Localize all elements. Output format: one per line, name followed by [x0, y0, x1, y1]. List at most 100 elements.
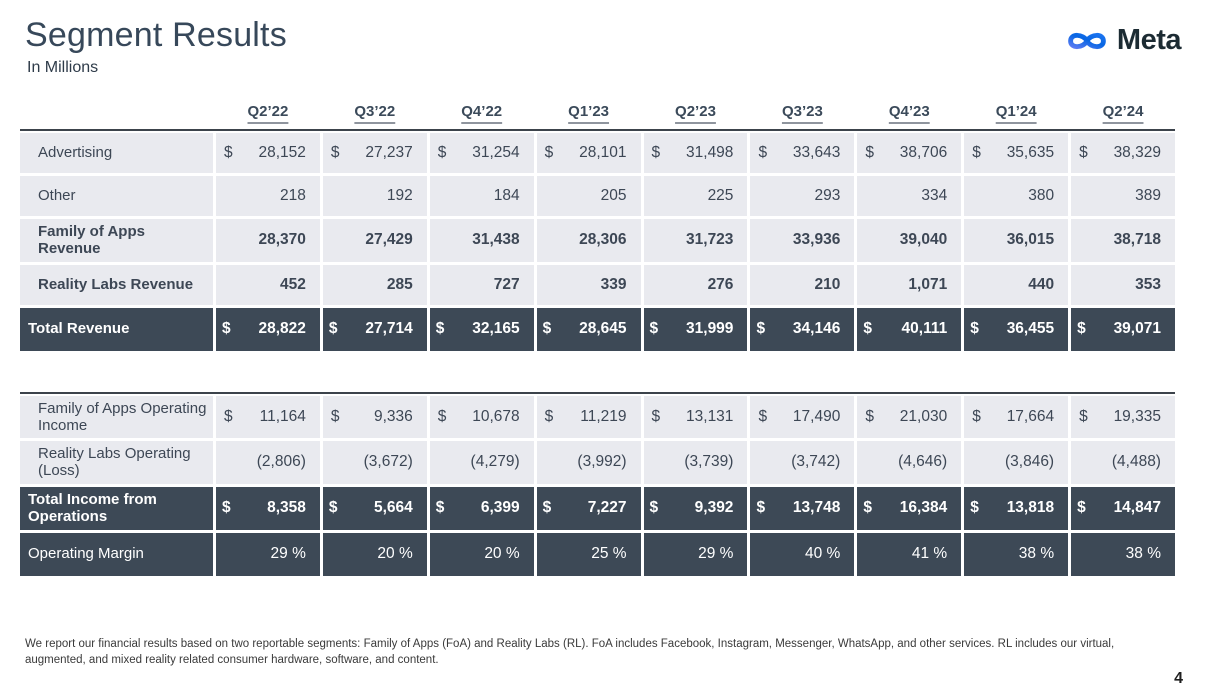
row-label: Total Revenue [20, 307, 213, 351]
dollar-sign: $ [865, 144, 874, 162]
quarter-header: Q2’22 [247, 103, 289, 121]
page-number: 4 [1174, 670, 1183, 687]
cell-value: 25 % [591, 545, 627, 563]
table-cell: 339 [536, 264, 641, 305]
dollar-sign: $ [863, 499, 872, 517]
table-cell: 205 [536, 176, 641, 217]
dollar-sign: $ [222, 499, 231, 517]
row-label: Operating Margin [20, 532, 213, 576]
cell-value: 27,429 [365, 231, 413, 249]
cell-value: 218 [280, 187, 306, 205]
table-cell: $10,678 [429, 395, 534, 439]
table-cell: 31,723 [643, 219, 748, 262]
cell-value: 17,664 [1006, 407, 1055, 425]
table-cell: $36,455 [964, 307, 1069, 351]
table-cell: $14,847 [1071, 486, 1175, 530]
quarter-header: Q1’24 [995, 103, 1037, 121]
row-label: Advertising [20, 133, 213, 174]
cell-value: 27,237 [365, 144, 413, 162]
cell-value: 34,146 [792, 320, 841, 338]
table-cell: $32,165 [429, 307, 534, 351]
dollar-sign: $ [1077, 499, 1086, 517]
dollar-sign: $ [330, 407, 340, 425]
table-cell: 380 [964, 176, 1069, 217]
dollar-sign: $ [758, 407, 768, 425]
table-cell: $7,227 [536, 486, 641, 530]
cell-value: 276 [707, 275, 734, 293]
cell-value: (4,646) [898, 453, 948, 471]
table-cell: $5,664 [322, 486, 427, 530]
table-cell: (3,739) [643, 441, 748, 484]
dollar-sign: $ [224, 407, 233, 425]
dollar-sign: $ [651, 144, 661, 162]
dollar-sign: $ [1077, 320, 1086, 338]
row-label: Family of Apps Operating Income [20, 395, 213, 439]
table-cell: $11,219 [536, 395, 641, 439]
table-cell: $17,490 [750, 395, 855, 439]
cell-value: 27,714 [365, 320, 413, 338]
table-row: Other 218 192 184 205 225 293 334 380 389 [20, 176, 1175, 217]
cell-value: 1,071 [908, 275, 948, 293]
dollar-sign: $ [542, 499, 552, 517]
cell-value: 29 % [698, 545, 734, 563]
cell-value: 14,847 [1113, 499, 1161, 517]
row-label: Other [20, 176, 213, 217]
table-cell: 184 [429, 176, 534, 217]
table-cell: 225 [643, 176, 748, 217]
cell-value: 28,101 [579, 144, 627, 162]
dollar-sign: $ [544, 407, 554, 425]
dollar-sign: $ [437, 407, 447, 425]
cell-value: 353 [1135, 275, 1161, 293]
quarter-header-spacer [20, 103, 213, 120]
quarter-header-row: Q2’22 Q3’22 Q4’22 Q1’23 Q2’23 Q3’23 Q4’23 Q1’24… [20, 103, 1175, 120]
cell-value: 38,718 [1113, 231, 1161, 249]
title-block: Segment Results In Millions [25, 16, 287, 77]
table-cell: 31,438 [429, 219, 534, 262]
table-cell: (4,488) [1071, 441, 1175, 484]
table-cell: 41 % [857, 532, 962, 576]
cell-value: 334 [921, 187, 948, 205]
table-cell: $28,152 [216, 133, 320, 174]
dollar-sign: $ [756, 499, 766, 517]
footnote: We report our financial results based on… [25, 638, 1115, 667]
table-row: Family of Apps Revenue 28,370 27,429 31,438… [20, 219, 1175, 262]
table-cell: 38 % [964, 532, 1069, 576]
table-cell: 40 % [750, 532, 855, 576]
table-cell: $28,645 [536, 307, 641, 351]
cell-value: 36,455 [1006, 320, 1055, 338]
cell-value: 40,111 [901, 320, 948, 338]
cell-value: (3,846) [1004, 453, 1055, 471]
cell-value: 40 % [804, 545, 841, 563]
cell-value: 293 [814, 187, 841, 205]
dollar-sign: $ [1079, 144, 1088, 162]
row-label: Total Income from Operations [20, 486, 213, 530]
cell-value: 9,336 [373, 407, 413, 425]
dollar-sign: $ [1079, 407, 1088, 425]
cell-value: 41 % [911, 545, 948, 563]
dollar-sign: $ [972, 407, 981, 425]
table-cell: $9,392 [643, 486, 748, 530]
table-cell: $28,101 [536, 133, 641, 174]
cell-value: 6,399 [480, 499, 520, 517]
table-cell: $6,399 [429, 486, 534, 530]
table-cell: $13,818 [964, 486, 1069, 530]
dollar-sign: $ [435, 320, 445, 338]
cell-value: 19,335 [1113, 407, 1161, 425]
table-cell: $31,498 [643, 133, 748, 174]
table-cell: $13,748 [750, 486, 855, 530]
cell-value: 38 % [1125, 545, 1161, 563]
table-cell: 36,015 [964, 219, 1069, 262]
cell-value: 7,227 [587, 499, 627, 517]
table-cell: $21,030 [857, 395, 962, 439]
cell-value: 8,358 [267, 499, 306, 517]
cell-value: (3,992) [577, 453, 627, 471]
cell-value: 29 % [270, 545, 306, 563]
table-cell: 1,071 [857, 264, 962, 305]
quarter-header: Q2’24 [1102, 103, 1144, 121]
table-cell: 389 [1071, 176, 1175, 217]
row-label: Family of Apps Revenue [20, 219, 213, 262]
table-row: Reality Labs Revenue 452 285 727 339 276 210 1,… [20, 264, 1175, 305]
table-cell: (4,646) [857, 441, 962, 484]
cell-value: 205 [600, 187, 627, 205]
dollar-sign: $ [756, 320, 766, 338]
